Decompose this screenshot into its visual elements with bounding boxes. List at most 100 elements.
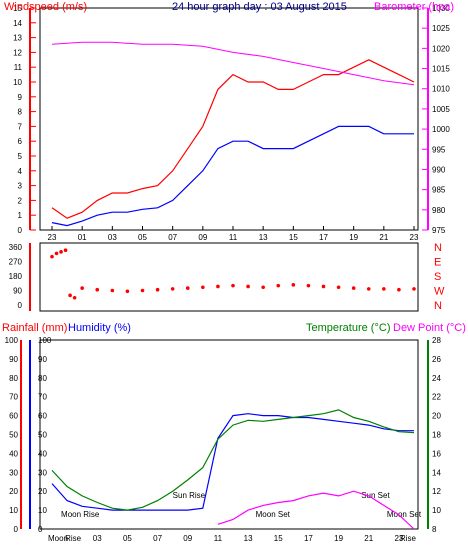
humidity-tick-label: 80 — [38, 374, 47, 383]
wind-direction-point — [412, 287, 416, 291]
temperature-tick-label: 20 — [432, 412, 441, 421]
rainfall-tick-label: 30 — [9, 468, 18, 477]
windspeed-tick-label: 11 — [14, 63, 23, 72]
wind-direction-point — [246, 284, 250, 289]
page-title: 24 hour graph day : 03 August 2015 — [172, 1, 347, 13]
rainfall-tick-label: 70 — [9, 393, 18, 402]
hour-tick-label: 19 — [349, 233, 358, 242]
humidity-tick-label: 10 — [38, 506, 47, 515]
windspeed-tick-label: 1 — [18, 211, 23, 220]
hour-tick-label: 21 — [379, 233, 388, 242]
humidity-tick-label: 40 — [38, 449, 47, 458]
temperature-humidity-chart: 0 0 10 10 20 20 30 30 40 40 50 50 60 60 70 70 80 80 90 90 10… — [5, 336, 442, 543]
barometer-tick-label: 990 — [432, 165, 446, 174]
wind-gust-line — [51, 59, 415, 219]
rainfall-tick-label: 10 — [9, 506, 18, 515]
temperature-tick-label: 18 — [432, 431, 441, 440]
temperature-tick-label: 22 — [432, 393, 441, 402]
hour-tick-label: 15 — [289, 233, 298, 242]
wind-direction-point — [54, 251, 59, 256]
barometer-tick-label: 1020 — [432, 44, 450, 53]
hour-tick-label: 11 — [229, 233, 238, 242]
wind-direction-point — [231, 283, 235, 288]
wind-direction-point — [80, 286, 84, 290]
time-tick-label: 05 — [123, 534, 132, 543]
humidity-tick-label: 20 — [38, 487, 47, 496]
direction-tick-label: 360 — [9, 243, 23, 252]
hour-tick-label: 23 — [410, 233, 419, 242]
windspeed-tick-label: 15 — [13, 4, 22, 13]
direction-tick-label: 90 — [13, 287, 22, 296]
hour-tick-label: 17 — [319, 233, 328, 242]
rainfall-tick-label: 20 — [9, 487, 18, 496]
hour-tick-label: 03 — [108, 233, 117, 242]
direction-tick-label: 270 — [9, 258, 23, 267]
temperature-tick-label: 16 — [432, 449, 441, 458]
temperature-chart-frame — [39, 339, 419, 530]
wind-direction-frame — [39, 242, 419, 312]
hour-tick-label: 07 — [168, 233, 177, 242]
barometer-tick-label: 1005 — [432, 105, 450, 114]
windspeed-tick-label: 0 — [18, 226, 23, 235]
humidity-tick-label: 90 — [38, 355, 47, 364]
wind-direction-point — [63, 248, 68, 253]
humidity-tick-label: 50 — [38, 431, 47, 440]
compass-label: W — [434, 286, 445, 298]
rainfall-tick-label: 0 — [14, 525, 19, 534]
wind-direction-point — [382, 287, 386, 291]
wind-direction-point — [261, 285, 265, 290]
wind-direction-point — [59, 250, 63, 254]
wind-direction-point — [185, 286, 190, 290]
wind-direction-point — [72, 295, 77, 300]
compass-label: E — [434, 257, 441, 269]
astro-annotation: Moon Rise — [61, 510, 100, 519]
temperature-tick-label: 12 — [432, 487, 441, 496]
wind-direction-point — [291, 283, 296, 287]
rainfall-label: Rainfall (mm) — [2, 322, 67, 334]
time-tick-label: Rise — [400, 534, 417, 543]
direction-tick-label: 180 — [9, 272, 23, 281]
temperature-tick-label: 14 — [432, 468, 441, 477]
wind-direction-point — [306, 283, 311, 288]
wind-direction-point — [366, 287, 371, 291]
time-tick-label: 23 — [394, 534, 403, 543]
windspeed-tick-label: 12 — [13, 48, 22, 57]
barometer-tick-label: 1030 — [432, 4, 450, 13]
temperature-label: Temperature (°C) — [306, 322, 390, 334]
time-tick-label: 19 — [334, 534, 343, 543]
barometer-tick-label: 1010 — [432, 85, 450, 94]
temperature-tick-label: 26 — [432, 355, 441, 364]
wind-direction-point — [351, 286, 356, 290]
humidity-line — [51, 413, 414, 511]
time-tick-label: 17 — [304, 534, 313, 543]
wind-barometer-chart: 0123456789101112131415975980985990995100… — [13, 4, 450, 242]
hour-tick-label: 23 — [48, 233, 57, 242]
wind-direction-point — [68, 293, 72, 298]
humidity-tick-label: 70 — [38, 393, 47, 402]
wind-direction-point — [140, 288, 145, 293]
barometer-line — [51, 41, 415, 86]
barometer-tick-label: 1015 — [432, 65, 450, 74]
windspeed-tick-label: 5 — [18, 152, 23, 161]
time-tick-label: 07 — [153, 534, 162, 543]
time-tick-label: Rise — [65, 534, 82, 543]
rainfall-tick-label: 40 — [9, 449, 18, 458]
windspeed-tick-label: 2 — [18, 196, 23, 205]
direction-tick-label: 0 — [18, 301, 23, 310]
wind-direction-point — [50, 254, 54, 259]
humidity-tick-label: 30 — [38, 468, 47, 477]
barometer-tick-label: 985 — [432, 186, 446, 195]
humidity-tick-label: 60 — [38, 412, 47, 421]
humidity-tick-label: 100 — [38, 336, 52, 345]
time-tick-label: 03 — [93, 534, 102, 543]
wind-direction-point — [170, 287, 175, 291]
astro-annotation: Moon Set — [387, 510, 422, 519]
hour-tick-label: 13 — [259, 233, 268, 242]
windspeed-tick-label: 6 — [18, 137, 23, 146]
barometer-tick-label: 1000 — [432, 125, 450, 134]
windspeed-tick-label: 8 — [18, 108, 23, 117]
windspeed-tick-label: 7 — [18, 122, 23, 131]
compass-label: S — [434, 271, 441, 283]
compass-label: N — [434, 300, 442, 312]
